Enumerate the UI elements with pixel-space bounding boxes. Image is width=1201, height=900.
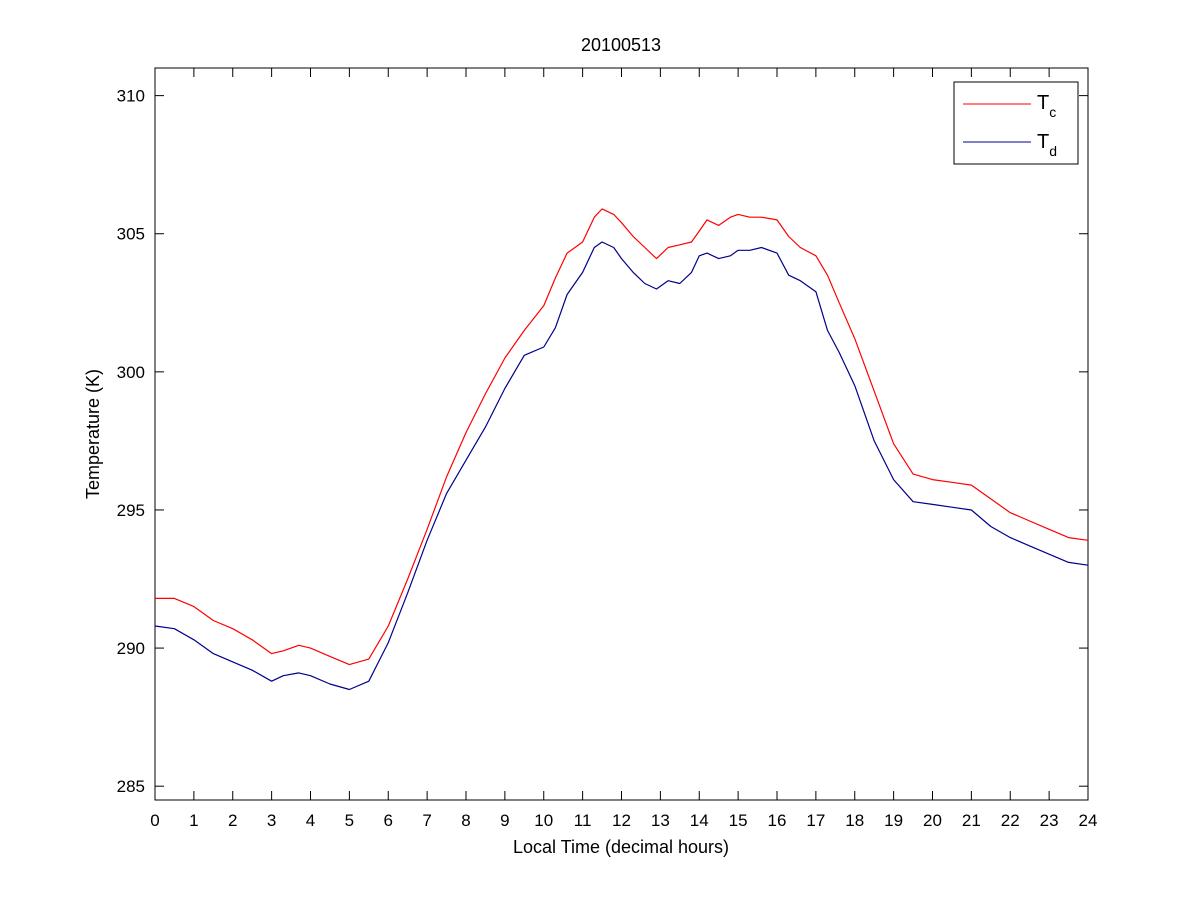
x-tick-label: 17 (806, 811, 825, 830)
x-tick-label: 15 (729, 811, 748, 830)
x-tick-label: 14 (690, 811, 709, 830)
y-tick-label: 305 (117, 225, 145, 244)
plot-area (154, 67, 1089, 801)
x-tick-label: 11 (574, 811, 592, 830)
x-tick-label: 0 (150, 811, 159, 830)
x-tick-label: 10 (534, 811, 553, 830)
legend: Tc Td (953, 81, 1079, 165)
x-tick-label: 8 (461, 811, 470, 830)
ticks-layer: 0 1 2 3 4 5 6 7 8 9 10 11 12 13 14 15 16 17 18 19 20 21 22 23 24… (117, 68, 1098, 830)
series-line-td (154, 241, 1089, 691)
x-tick-label: 1 (189, 811, 198, 830)
legend-label-tc: Tc (1037, 92, 1056, 120)
x-tick-label: 6 (384, 811, 393, 830)
x-tick-label: 4 (306, 811, 315, 830)
x-tick-label: 2 (228, 811, 237, 830)
x-tick-label: 20 (923, 811, 942, 830)
x-tick-label: 5 (345, 811, 354, 830)
legend-label-td: Td (1037, 131, 1057, 159)
series-line-tc (155, 208, 1089, 666)
y-tick-label: 295 (117, 501, 145, 520)
x-tick-label: 24 (1079, 811, 1098, 830)
y-tick-label: 285 (117, 777, 145, 796)
x-tick-label: 19 (884, 811, 903, 830)
x-tick-label: 23 (1040, 811, 1059, 830)
x-tick-label: 18 (845, 811, 864, 830)
y-tick-label: 300 (117, 363, 145, 382)
x-tick-label: 7 (422, 811, 431, 830)
y-tick-label: 290 (117, 639, 145, 658)
legend-box (953, 81, 1079, 165)
x-tick-label: 3 (267, 811, 276, 830)
y-axis-label: Temperature (K) (83, 369, 103, 499)
x-tick-label: 12 (612, 811, 631, 830)
series-layer (154, 208, 1089, 691)
x-tick-label: 13 (651, 811, 670, 830)
chart-title: 20100513 (581, 35, 661, 55)
x-tick-label: 16 (768, 811, 787, 830)
x-tick-label: 22 (1001, 811, 1020, 830)
x-axis-label: Local Time (decimal hours) (513, 837, 729, 857)
x-tick-label: 21 (962, 811, 981, 830)
y-tick-label: 310 (117, 87, 145, 106)
x-tick-label: 9 (500, 811, 509, 830)
